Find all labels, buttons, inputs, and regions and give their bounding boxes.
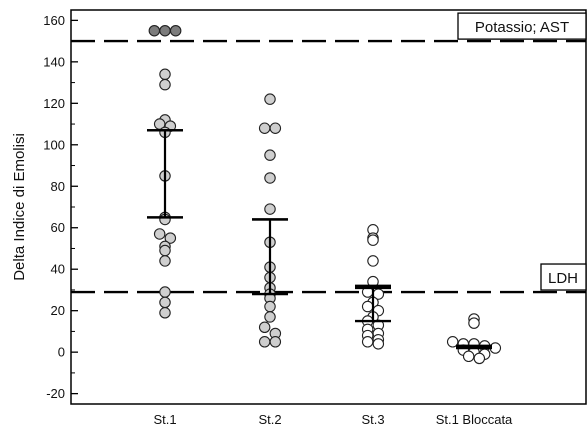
data-point: [367, 255, 379, 267]
category-label: St.3: [361, 412, 384, 427]
y-axis-title: Delta Indice di Emolisi: [11, 133, 28, 281]
data-point: [367, 234, 379, 246]
reference-label: LDH: [548, 270, 578, 287]
error-bars: [147, 129, 492, 350]
data-point: [264, 149, 276, 161]
y-tick-label: 100: [43, 137, 65, 152]
data-point: [159, 296, 171, 309]
reference-lines: [71, 39, 586, 294]
data-point: [148, 24, 161, 37]
y-tick-label: 20: [51, 303, 65, 318]
reference-label: Potassio; AST: [475, 19, 569, 36]
data-point: [462, 350, 475, 363]
data-point: [258, 336, 271, 348]
y-tick-label: 0: [58, 345, 65, 360]
data-point: [361, 300, 374, 313]
data-point: [264, 93, 276, 105]
reference-label-box: [457, 12, 587, 40]
category-label: St.1 Bloccata: [436, 412, 513, 427]
category-label: St.1: [153, 412, 176, 427]
reference-label-box: [540, 263, 587, 291]
data-point: [264, 203, 276, 215]
data-point: [269, 336, 282, 348]
data-point: [473, 352, 486, 365]
data-point: [468, 317, 480, 329]
y-tick-label: 60: [51, 220, 65, 235]
data-point: [159, 68, 171, 81]
category-label: St.2: [258, 412, 281, 427]
labels: -20 0 20 40 60 80 100 120 140 160 Potassio; AST LDH…: [11, 12, 587, 427]
data-point: [264, 311, 276, 323]
data-point: [169, 24, 182, 37]
data-point: [153, 228, 166, 240]
y-tick-label: 40: [51, 262, 65, 277]
data-point: [159, 24, 171, 37]
y-axis-ticks: [71, 19, 78, 395]
y-tick-label: 120: [43, 96, 65, 111]
y-tick-label: 140: [43, 54, 65, 69]
data-point: [159, 255, 171, 267]
y-tick-label: -20: [46, 386, 65, 401]
data-point: [159, 307, 171, 319]
data-point: [159, 286, 171, 298]
data-point: [264, 300, 276, 313]
data-points: [148, 24, 502, 365]
data-point: [446, 336, 459, 348]
data-point: [372, 338, 385, 350]
y-tick-label: 160: [43, 13, 65, 28]
data-point: [164, 232, 177, 244]
data-point: [159, 78, 171, 91]
data-point: [269, 122, 282, 134]
data-point: [258, 321, 271, 334]
data-point: [264, 172, 276, 184]
plot-frame: [70, 9, 587, 405]
y-tick-label: 80: [51, 179, 65, 194]
data-point: [361, 336, 374, 348]
data-point: [159, 244, 171, 257]
data-point: [258, 122, 271, 134]
